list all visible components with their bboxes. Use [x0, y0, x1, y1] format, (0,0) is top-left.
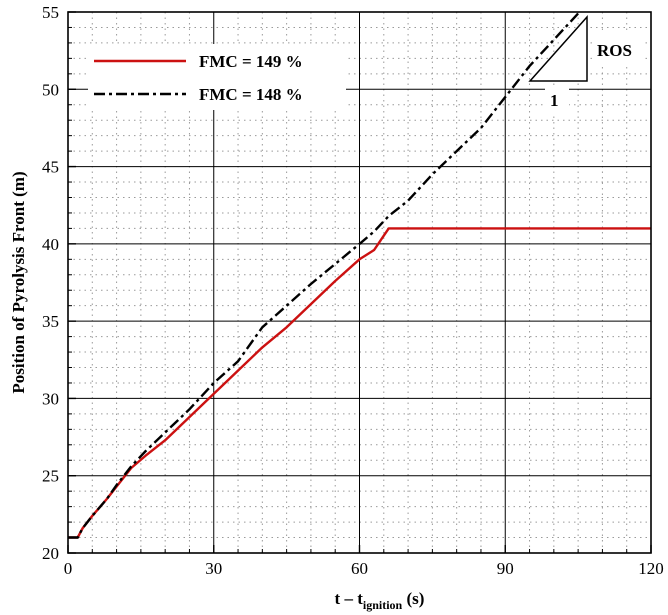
slope-triangle: [528, 15, 588, 82]
ros-run-background: [545, 88, 569, 114]
series-layer: [68, 12, 651, 539]
x-tick-label: 60: [351, 559, 368, 578]
ros-label-background: [592, 34, 644, 64]
x-axis-title: t – tignition (s): [335, 589, 425, 612]
x-axis-title-subscript: ignition: [363, 598, 403, 612]
ros-slope-annotation: ROS 1: [528, 15, 644, 114]
y-tick-label: 50: [42, 80, 59, 99]
x-tick-label: 120: [638, 559, 664, 578]
y-tick-label: 35: [42, 312, 59, 331]
x-tick-label: 30: [205, 559, 222, 578]
legend-label-fmc-148: FMC = 148 %: [199, 85, 303, 104]
y-tick-label: 20: [42, 544, 59, 563]
slope-run-label: 1: [550, 91, 559, 110]
x-tick-label: 0: [64, 559, 73, 578]
legend: FMC = 149 % FMC = 148 %: [88, 44, 346, 110]
y-tick-label: 40: [42, 235, 59, 254]
series-line-149: [68, 227, 651, 539]
y-tick-label: 45: [42, 158, 59, 177]
y-tick-label: 25: [42, 467, 59, 486]
legend-background: [88, 44, 346, 110]
y-tick-label: 30: [42, 389, 59, 408]
axis-ticks: 0 30 60 90 120 20 25 30 35 40 45 50 55: [42, 3, 664, 578]
grid: [68, 12, 651, 553]
ros-label: ROS: [597, 41, 632, 60]
series-line-148: [68, 12, 579, 539]
x-tick-label: 90: [497, 559, 514, 578]
y-tick-label: 55: [42, 3, 59, 22]
legend-label-fmc-149: FMC = 149 %: [199, 52, 303, 71]
y-axis-title: Position of Pyrolysis Front (m): [9, 171, 28, 393]
x-axis-title-unit: (s): [402, 589, 424, 608]
x-axis-title-main: t – t: [335, 589, 364, 608]
